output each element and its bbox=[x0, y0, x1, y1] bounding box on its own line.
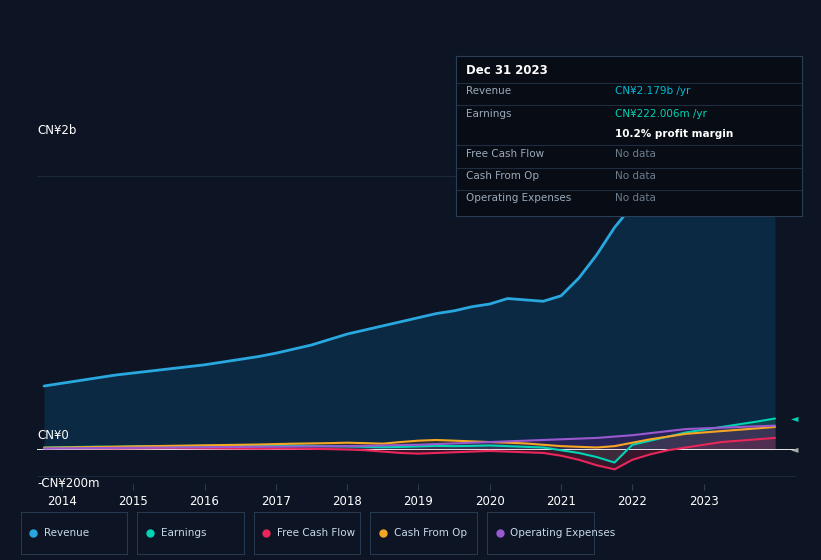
Text: Revenue: Revenue bbox=[466, 86, 511, 96]
Text: Earnings: Earnings bbox=[466, 109, 511, 119]
Text: ◄: ◄ bbox=[791, 444, 798, 454]
Text: Free Cash Flow: Free Cash Flow bbox=[277, 529, 355, 538]
Text: CN¥222.006m /yr: CN¥222.006m /yr bbox=[615, 109, 707, 119]
Text: -CN¥200m: -CN¥200m bbox=[37, 477, 99, 490]
Text: CN¥2.179b /yr: CN¥2.179b /yr bbox=[615, 86, 690, 96]
Text: Operating Expenses: Operating Expenses bbox=[511, 529, 616, 538]
Text: Cash From Op: Cash From Op bbox=[394, 529, 467, 538]
Text: ◄: ◄ bbox=[791, 146, 798, 156]
Text: Dec 31 2023: Dec 31 2023 bbox=[466, 64, 548, 77]
Text: No data: No data bbox=[615, 148, 656, 158]
Text: CN¥0: CN¥0 bbox=[37, 429, 69, 442]
Text: No data: No data bbox=[615, 193, 656, 203]
Text: Revenue: Revenue bbox=[44, 529, 89, 538]
Text: Operating Expenses: Operating Expenses bbox=[466, 193, 571, 203]
Text: No data: No data bbox=[615, 171, 656, 181]
Text: CN¥2b: CN¥2b bbox=[37, 124, 76, 137]
Text: Free Cash Flow: Free Cash Flow bbox=[466, 148, 544, 158]
Text: ◄: ◄ bbox=[791, 413, 798, 423]
Text: 10.2% profit margin: 10.2% profit margin bbox=[615, 129, 733, 139]
Text: Cash From Op: Cash From Op bbox=[466, 171, 539, 181]
Text: Earnings: Earnings bbox=[161, 529, 206, 538]
